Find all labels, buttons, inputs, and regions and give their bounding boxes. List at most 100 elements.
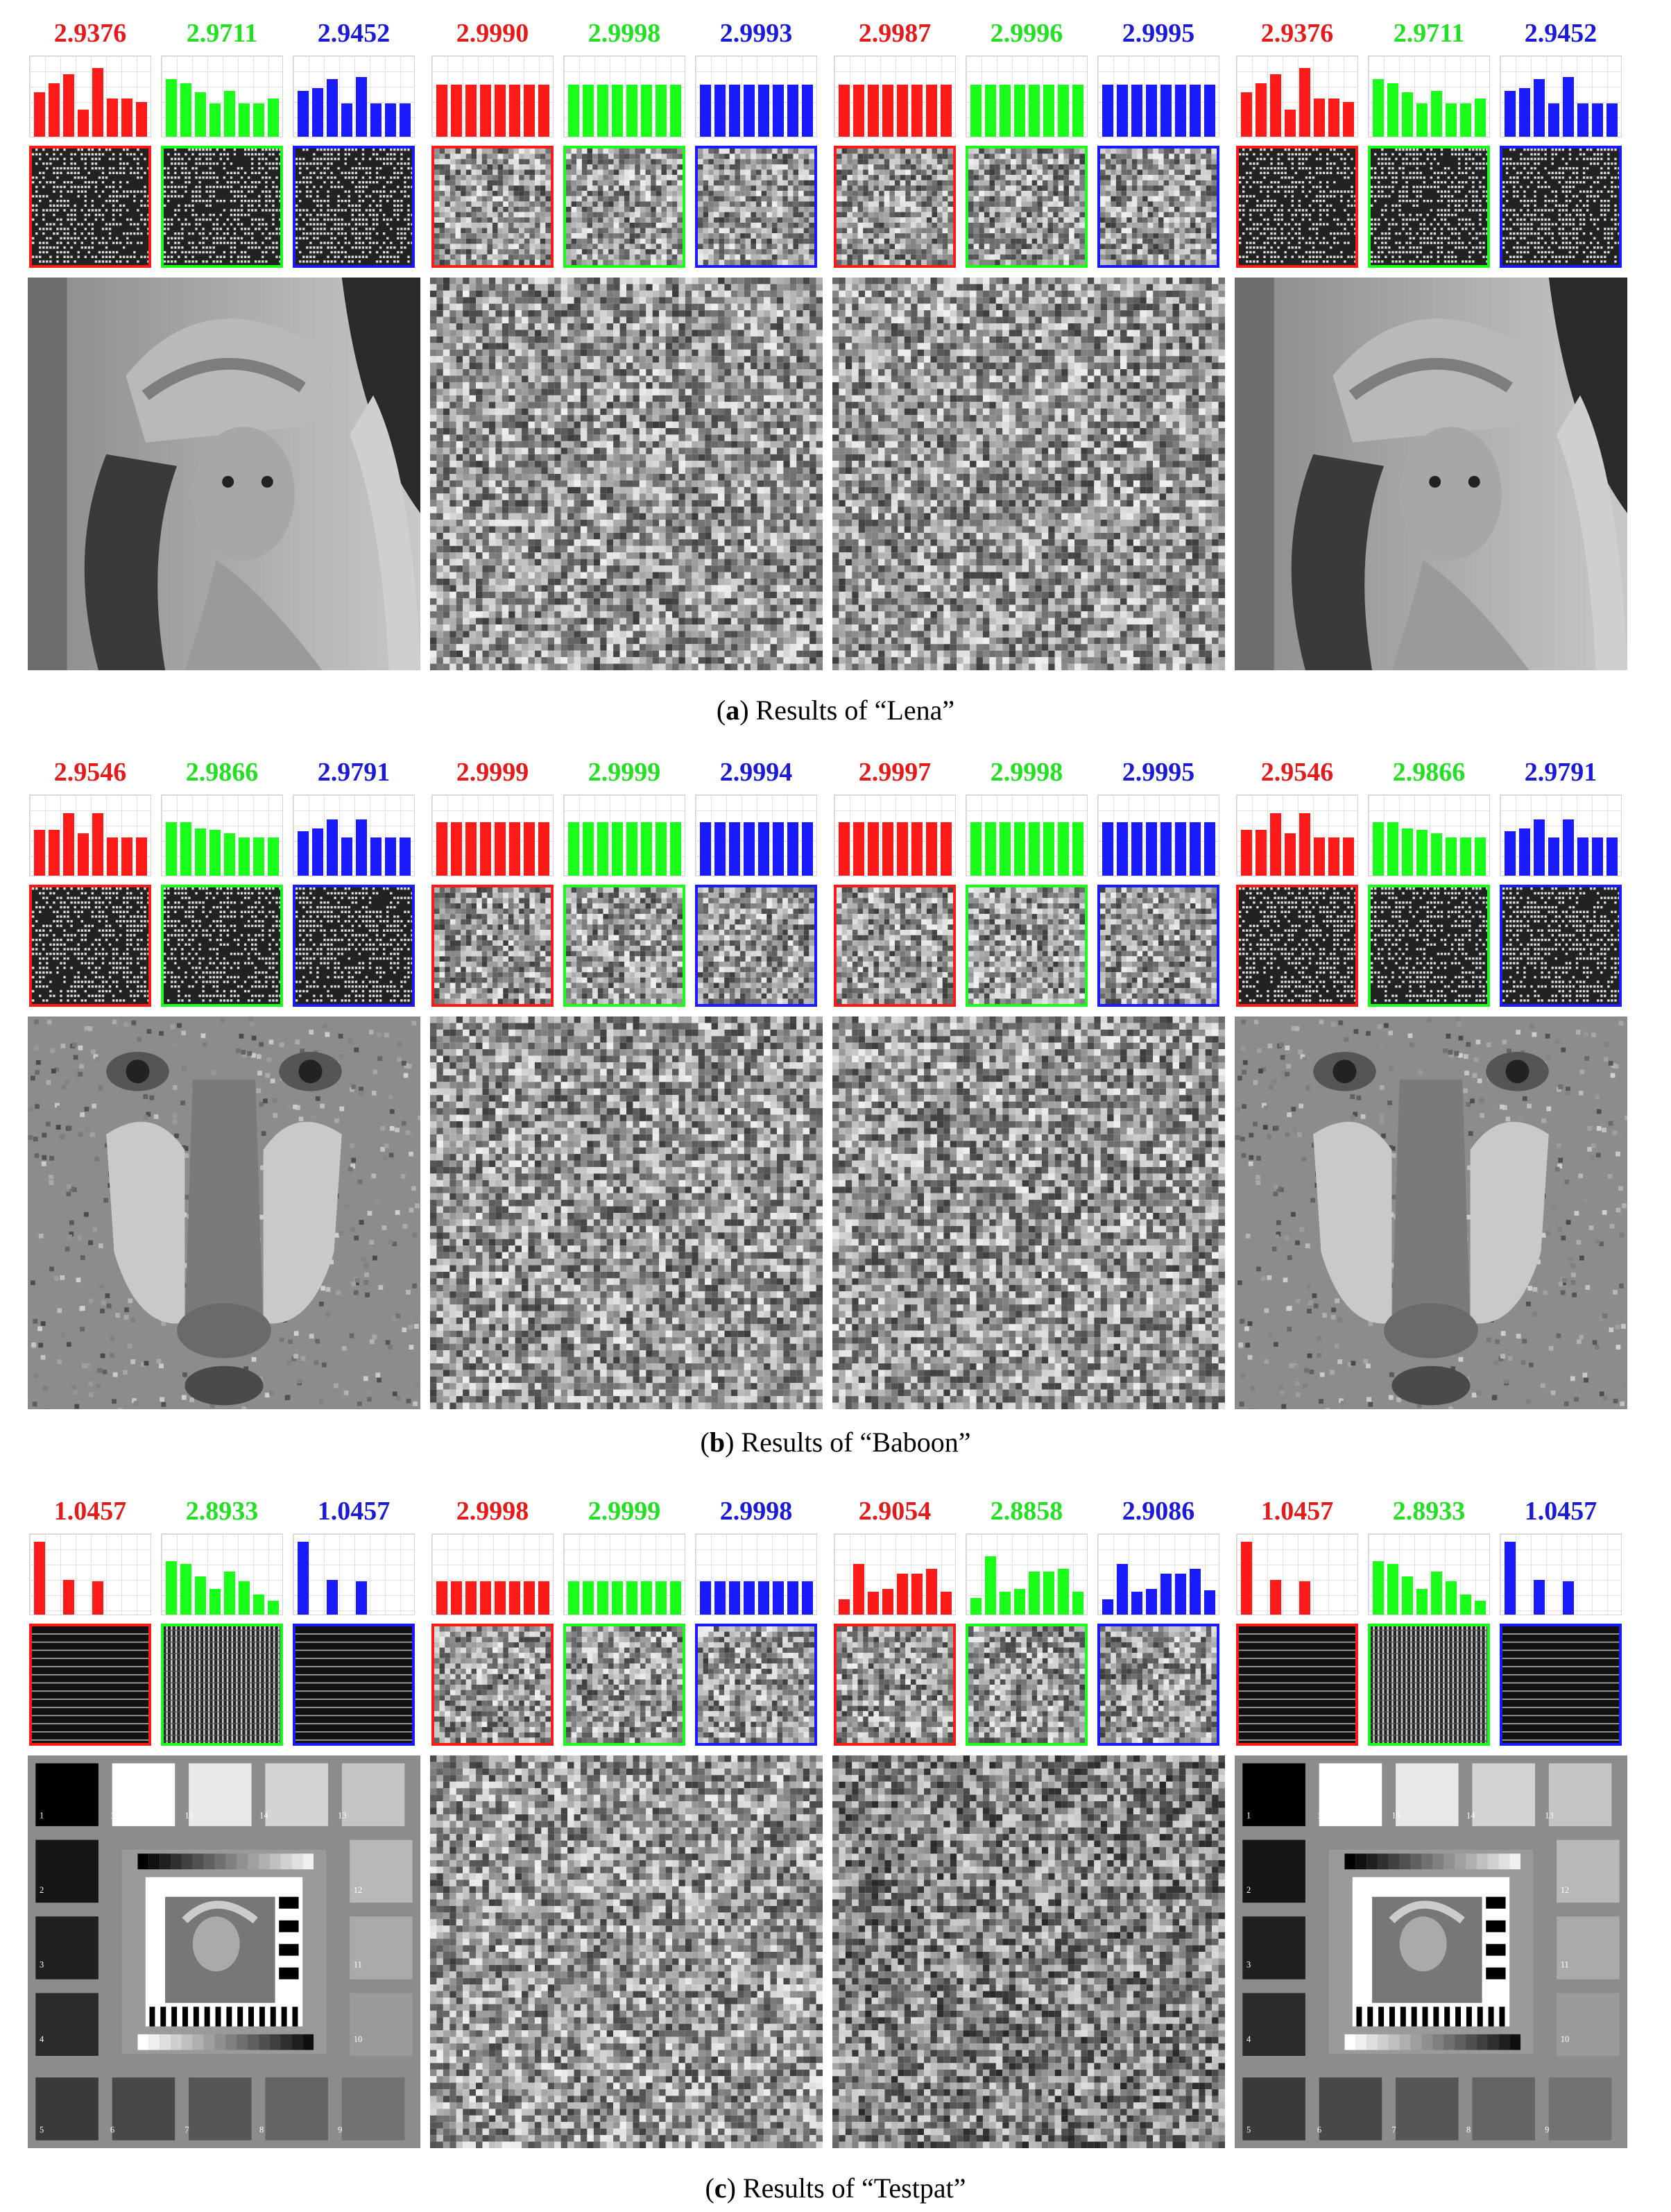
entropy-value-blue: 2.9994 [694, 753, 819, 792]
image-lena [1235, 278, 1627, 670]
histogram-bar [166, 822, 177, 876]
histogram-green [161, 794, 283, 876]
histogram-bar [1160, 85, 1172, 137]
histogram-red [29, 794, 151, 876]
image-testpat: 1 16 15 14 13 2 12 3 11 4 10 5 6 7 8 9 [28, 1755, 420, 2148]
histogram-bar [612, 85, 623, 137]
histogram-grid [293, 1534, 414, 1615]
image-noise [832, 1755, 1225, 2148]
image-baboon [1235, 1016, 1627, 1409]
histogram-bar [1270, 1580, 1281, 1615]
histogram-bar [1387, 83, 1398, 137]
entropy-value-green: 2.9711 [1366, 14, 1491, 53]
histogram-bar [524, 1581, 535, 1615]
caption-text: ) Results of “Baboon” [725, 1427, 970, 1458]
histogram-bar [495, 822, 506, 876]
histogram-bar [1204, 1590, 1215, 1615]
histogram-bar [568, 85, 579, 137]
bitplane-pattern-blue [695, 146, 817, 268]
histogram-bar [758, 822, 769, 876]
histogram-green [563, 56, 685, 137]
histogram-blue [1500, 794, 1622, 876]
histogram-bar [1606, 103, 1618, 137]
bitplane-pattern-blue [1500, 885, 1622, 1007]
histogram-bar [1505, 91, 1516, 137]
histogram-bar [1014, 822, 1025, 876]
histogram-bar [1285, 110, 1296, 137]
histogram-bar [1577, 837, 1588, 876]
histogram-bar [370, 103, 382, 137]
histogram-bar [1548, 837, 1559, 876]
histogram-green [966, 1533, 1088, 1615]
bitplane-pattern-red [834, 1624, 956, 1746]
histogram-bar [451, 822, 462, 876]
histogram-bar [1058, 85, 1069, 137]
histogram-bar [729, 85, 740, 137]
histogram-red [834, 1533, 956, 1615]
histogram-blue [1500, 1533, 1622, 1615]
histogram-blue [1097, 794, 1219, 876]
histogram-bar [1577, 103, 1588, 137]
histogram-bar [509, 822, 520, 876]
histogram-bar [583, 822, 594, 876]
histogram-bar [583, 85, 594, 137]
histogram-bar [312, 88, 323, 137]
histogram-bar [63, 74, 74, 137]
histogram-red [29, 1533, 151, 1615]
histogram-bar [1175, 85, 1186, 137]
results-panel-b: 2.9546 2.9866 2.9791 2.9999 2.9999 2.9994 2.9… [0, 753, 1671, 1419]
histogram-bar [107, 99, 118, 137]
histogram-bar [941, 822, 952, 876]
histogram-bar [1190, 822, 1201, 876]
histogram-bar [1460, 1594, 1471, 1615]
bitplane-pattern-green [966, 1624, 1088, 1746]
histogram-bar [1014, 85, 1025, 137]
histogram-bar [224, 91, 235, 137]
histogram-bar [1519, 828, 1530, 876]
histogram-bar [597, 85, 608, 137]
histogram-bar [1204, 85, 1215, 137]
histogram-bar [1299, 1581, 1310, 1615]
histogram-bar [209, 1589, 221, 1615]
histogram-bar [63, 1580, 74, 1615]
entropy-value-red: 2.9546 [28, 753, 153, 792]
histogram-bar [941, 85, 952, 137]
histogram-bar [1416, 103, 1428, 137]
histogram-bar [1314, 837, 1325, 876]
bitplane-pattern-red [431, 885, 554, 1007]
histogram-bar [327, 79, 338, 137]
histogram-bar [1548, 103, 1559, 137]
histogram-bar [400, 103, 411, 137]
histogram-bar [670, 85, 681, 137]
histogram-bar [370, 837, 382, 876]
histogram-bar [1563, 77, 1574, 137]
caption-letter: a [726, 695, 739, 726]
histogram-bar [312, 828, 323, 876]
bitplane-pattern-green [966, 885, 1088, 1007]
histogram-bar [729, 822, 740, 876]
histogram-bar [868, 822, 879, 876]
entropy-value-blue: 2.9995 [1096, 753, 1221, 792]
histogram-bar [1000, 822, 1011, 876]
entropy-value-green: 2.8858 [964, 1492, 1089, 1531]
histogram-blue [293, 794, 415, 876]
caption-paren: ( [705, 2172, 714, 2204]
histogram-bar [1343, 102, 1354, 137]
histogram-bar [136, 837, 147, 876]
histogram-bar [700, 822, 711, 876]
entropy-value-green: 2.9866 [1366, 753, 1491, 792]
histogram-bar [1328, 837, 1339, 876]
histogram-bar [253, 1594, 264, 1615]
histogram-bar [538, 85, 549, 137]
histogram-bar [1270, 813, 1281, 876]
histogram-red [431, 56, 554, 137]
histogram-green [1368, 794, 1490, 876]
histogram-bar [385, 837, 396, 876]
histogram-bar [298, 831, 309, 876]
histogram-bar [773, 1581, 784, 1615]
histogram-bar [1102, 1599, 1113, 1615]
histogram-red [1236, 794, 1358, 876]
histogram-bar [180, 1564, 191, 1615]
histogram-bar [92, 68, 103, 137]
histogram-blue [695, 1533, 817, 1615]
